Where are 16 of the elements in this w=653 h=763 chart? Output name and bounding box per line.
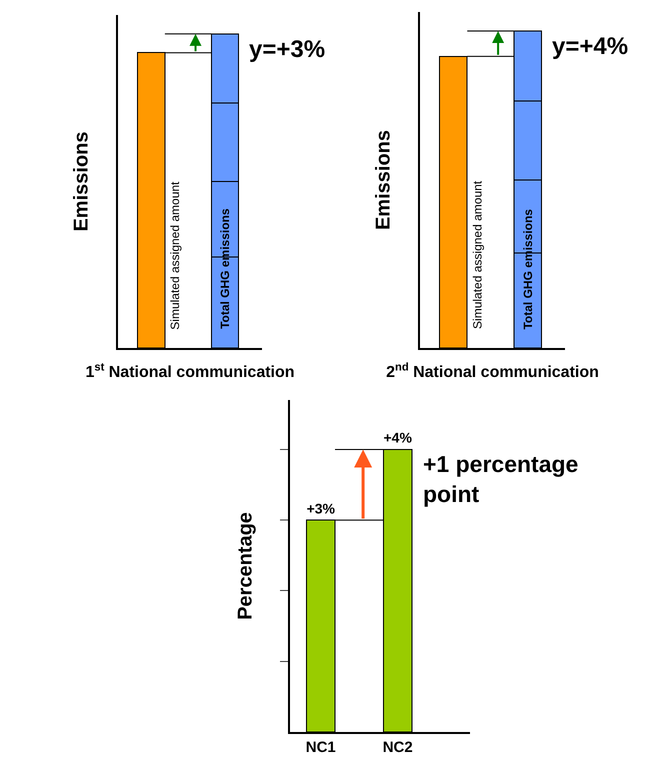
data-label: +3% — [306, 500, 336, 516]
x-axis-title: 2$^{nd}$ National communication — [386, 361, 599, 382]
y-axis-title: Emissions — [70, 131, 93, 232]
category-label: Total GHG emissions — [218, 208, 232, 329]
data-label: +4% — [383, 430, 412, 446]
x-axis-title: 1$^{st}$ National communication — [85, 361, 295, 382]
category-label: Simulated assigned amount — [168, 182, 182, 330]
y-axis-title: Percentage — [234, 512, 257, 620]
annotation: +1 percentage point — [423, 451, 578, 507]
x-tick-label: NC1 — [306, 739, 336, 756]
category-label: Simulated assigned amount — [470, 180, 485, 329]
x-tick-label: NC2 — [382, 739, 413, 756]
y-axis-title: Emissions — [372, 130, 395, 230]
category-label: Total GHG emissions — [521, 209, 536, 330]
annotation: y=+4% — [552, 33, 628, 60]
annotation: y=+3% — [249, 36, 326, 63]
